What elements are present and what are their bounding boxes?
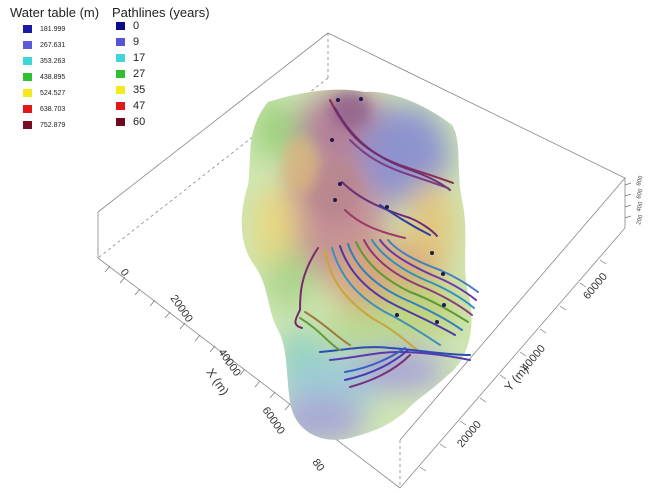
- well-marker: [385, 205, 389, 209]
- legend-swatch: [116, 22, 125, 30]
- well-marker: [338, 182, 342, 186]
- legend-item: 35: [116, 84, 145, 96]
- legend-swatch: [23, 57, 32, 65]
- legend-item: 181.999: [23, 23, 65, 35]
- z-tick-label: 600: [636, 188, 645, 200]
- legend-swatch: [23, 41, 32, 49]
- legend-item: 27: [116, 68, 145, 80]
- x-tick-label: 60000: [260, 405, 287, 437]
- well-markers: [330, 97, 446, 324]
- well-marker: [333, 198, 337, 202]
- z-tick-label: 400: [636, 201, 645, 213]
- pathlines-legend-title: Pathlines (years): [112, 5, 210, 20]
- legend-swatch: [116, 54, 125, 62]
- legend-swatch: [23, 105, 32, 113]
- legend-item: 438.895: [23, 71, 65, 83]
- y-axis: [419, 259, 607, 472]
- legend-item: 47: [116, 100, 145, 112]
- legend-item: 353.263: [23, 55, 65, 67]
- x-tick-label: 80: [310, 457, 327, 474]
- well-marker: [435, 320, 439, 324]
- legend-swatch: [23, 121, 32, 129]
- water-table-legend-title: Water table (m): [10, 5, 100, 20]
- legend-item: 17: [116, 52, 145, 64]
- legend-item: 60: [116, 116, 145, 128]
- legend-swatch: [116, 118, 125, 126]
- legend-item: 638.703: [23, 103, 65, 115]
- well-marker: [336, 98, 340, 102]
- legend-item: 524.527: [23, 87, 65, 99]
- well-marker: [442, 303, 446, 307]
- legend-swatch: [23, 89, 32, 97]
- x-tick-label: 0: [118, 267, 131, 279]
- legend-item: 752.879: [23, 119, 65, 131]
- z-tick-labels: 200 400 600 800: [636, 175, 645, 226]
- well-marker: [395, 313, 399, 317]
- legend-swatch: [23, 25, 32, 33]
- y-tick-label: 20000: [455, 419, 484, 450]
- legend-swatch: [116, 86, 125, 94]
- z-tick-label: 200: [636, 214, 645, 226]
- y-tick-labels: 20000 40000 60000 Y (m): [455, 271, 610, 450]
- legend-item: 0: [116, 20, 139, 32]
- well-marker: [330, 138, 334, 142]
- x-axis: [104, 265, 321, 434]
- legend-swatch: [116, 70, 125, 78]
- legend-swatch: [116, 38, 125, 46]
- legend-item: 9: [116, 36, 139, 48]
- pathlines: [294, 99, 479, 388]
- legend-swatch: [116, 102, 125, 110]
- z-tick-label: 800: [636, 175, 645, 187]
- legend-item: 267.631: [23, 39, 65, 51]
- x-tick-label: 20000: [168, 293, 195, 325]
- legend-swatch: [23, 73, 32, 81]
- well-marker: [430, 251, 434, 255]
- well-marker: [441, 272, 445, 276]
- z-axis: [624, 182, 632, 219]
- well-marker: [359, 97, 363, 101]
